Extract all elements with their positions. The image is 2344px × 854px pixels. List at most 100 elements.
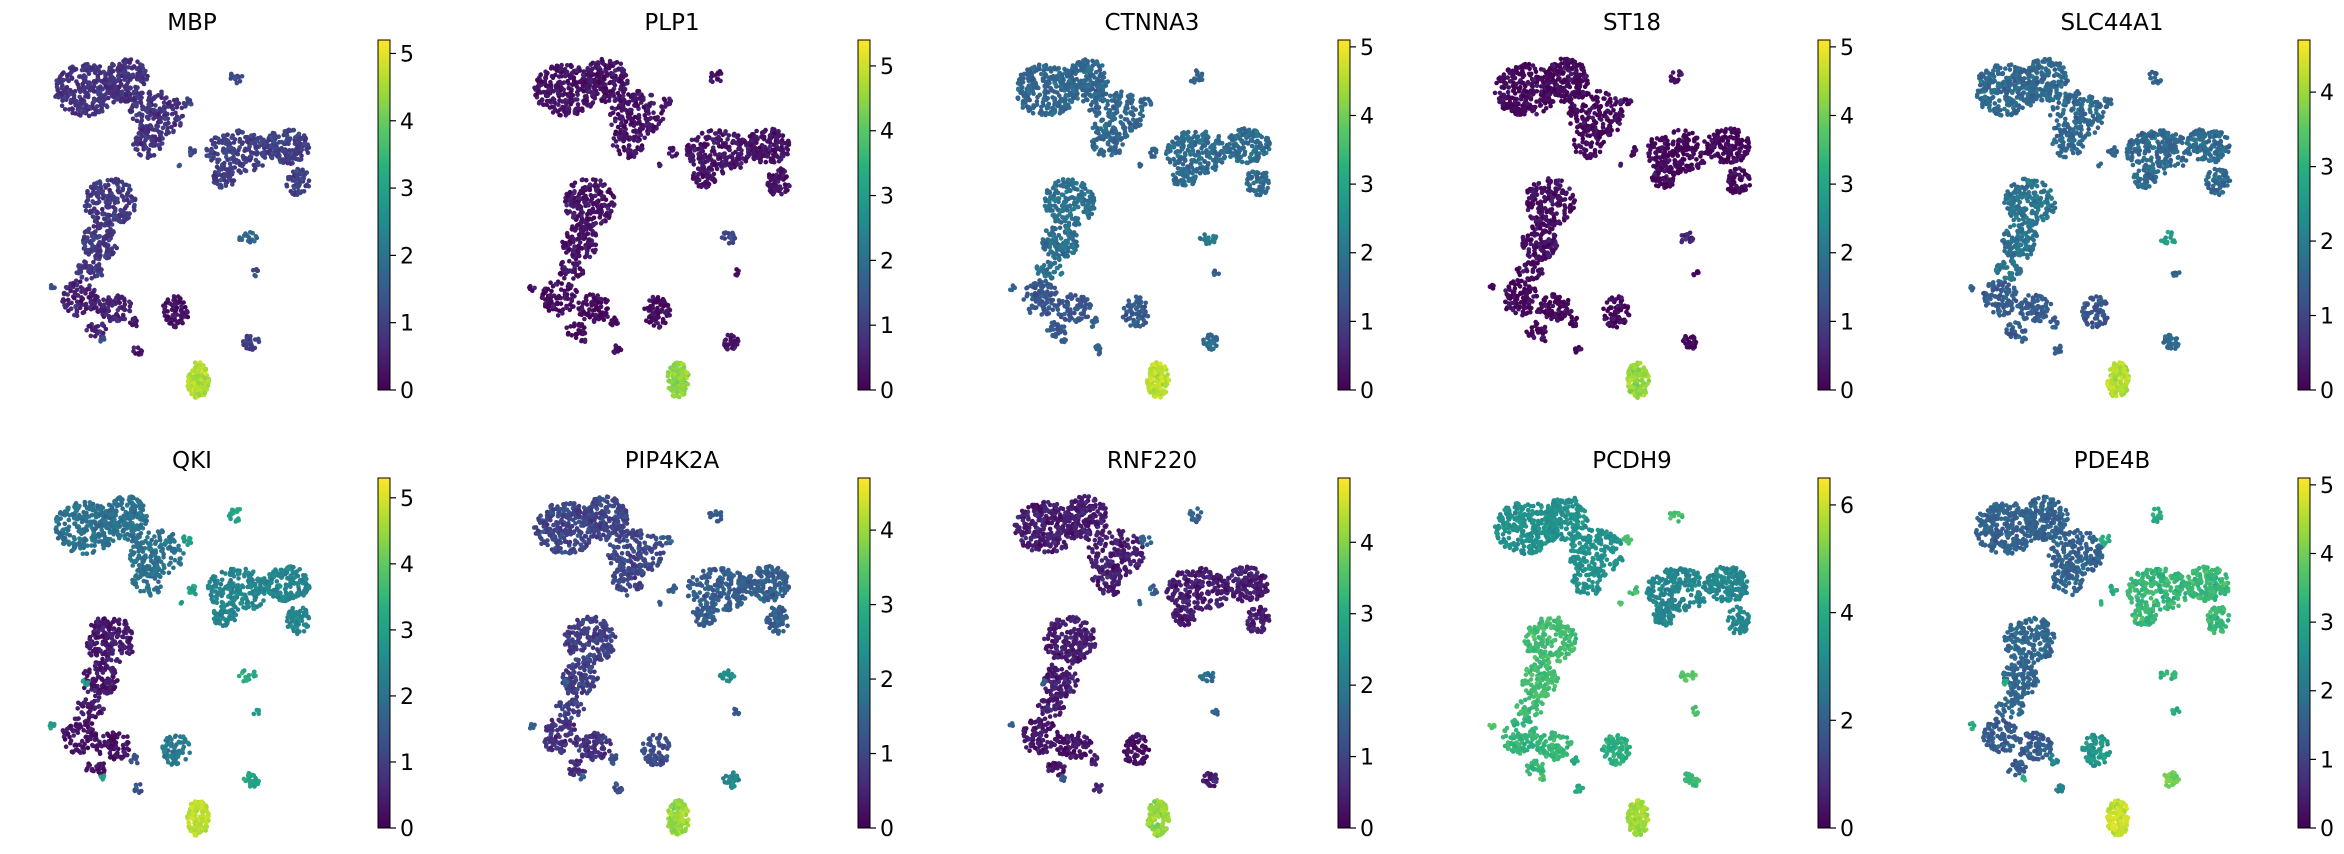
cell-point <box>770 192 776 197</box>
cell-point <box>574 89 580 95</box>
cell-point <box>705 142 710 147</box>
cell-point <box>590 177 596 182</box>
cell-point <box>1203 129 1209 135</box>
cell-point <box>1092 91 1098 97</box>
cell-point <box>657 163 662 169</box>
cell-point <box>108 65 114 71</box>
cell-point <box>94 245 99 250</box>
panel-grid: MBP012345PLP1012345CTNNA3012345ST1801234… <box>47 10 2334 842</box>
cell-point <box>1195 134 1201 139</box>
cell-point <box>86 113 92 119</box>
cell-point <box>272 139 277 145</box>
cell-point <box>1032 69 1037 74</box>
cell-point <box>609 122 614 128</box>
cell-point <box>610 71 616 77</box>
cell-point <box>584 302 590 307</box>
colorbar-tick-label: 3 <box>880 185 894 210</box>
cell-point <box>174 97 180 102</box>
cell-point <box>615 124 621 130</box>
cell-point <box>527 286 533 292</box>
cell-point <box>754 128 759 134</box>
cell-point <box>277 157 283 163</box>
cell-point <box>84 199 89 204</box>
cell-point <box>732 235 738 241</box>
cell-point <box>632 103 637 108</box>
cell-point <box>94 104 100 109</box>
cell-point <box>569 88 574 94</box>
cell-point <box>1102 80 1108 85</box>
cell-point <box>1030 76 1035 82</box>
cell-point <box>1236 155 1242 161</box>
cell-point <box>68 87 73 93</box>
cell-point <box>662 97 668 103</box>
cell-point <box>1118 92 1124 98</box>
cell-point <box>538 72 543 78</box>
cell-point <box>591 215 597 221</box>
cell-point <box>618 87 623 92</box>
cell-point <box>587 182 593 187</box>
cell-point <box>234 128 240 134</box>
cell-point <box>255 336 261 342</box>
cell-point <box>1167 159 1173 165</box>
cell-point <box>683 370 689 376</box>
cell-point <box>93 110 98 115</box>
cell-point <box>1100 85 1106 91</box>
cell-point <box>169 124 174 130</box>
cell-point <box>1053 77 1058 82</box>
cell-point <box>240 140 245 145</box>
cell-point <box>708 128 714 133</box>
cell-point <box>1043 71 1048 77</box>
cell-point <box>619 114 624 119</box>
cell-point <box>1067 91 1072 97</box>
cell-point <box>230 182 235 187</box>
cell-point <box>103 73 108 78</box>
cell-point <box>151 111 157 117</box>
cell-point <box>710 137 716 142</box>
cell-point <box>660 116 666 122</box>
cell-point <box>683 386 688 391</box>
cell-point <box>1027 73 1033 78</box>
cell-point <box>566 281 572 287</box>
cell-point <box>225 132 230 137</box>
cell-point <box>102 307 108 313</box>
cell-point <box>141 81 147 87</box>
cell-point <box>79 99 84 104</box>
cell-point <box>176 101 182 106</box>
cell-point <box>599 193 605 199</box>
cell-point <box>135 59 140 64</box>
cell-point <box>1237 136 1243 141</box>
cell-point <box>777 184 783 189</box>
cell-point <box>127 304 133 309</box>
cell-point <box>558 80 563 86</box>
cell-point <box>1123 105 1129 110</box>
cell-point <box>230 178 236 183</box>
cell-point <box>650 310 655 315</box>
cell-point <box>710 145 716 150</box>
cell-point <box>161 100 167 105</box>
cell-point <box>128 187 133 192</box>
cell-point <box>268 148 273 154</box>
cell-point <box>768 184 773 189</box>
cell-point <box>76 112 81 117</box>
cell-point <box>106 95 111 101</box>
cell-point <box>91 98 97 104</box>
colorbar-tick-label: 1 <box>880 314 894 339</box>
cell-point <box>108 74 113 79</box>
cell-point <box>622 132 628 137</box>
cell-point <box>132 102 137 107</box>
cell-point <box>288 161 294 167</box>
cell-point <box>580 331 586 337</box>
cell-point <box>243 168 249 174</box>
cell-point <box>169 111 175 117</box>
cell-point <box>700 147 705 153</box>
cell-point <box>1129 111 1134 117</box>
cell-point <box>138 90 144 96</box>
cell-point <box>105 228 110 234</box>
cell-point <box>86 295 92 300</box>
cell-point <box>1212 149 1218 155</box>
cell-point <box>587 292 593 297</box>
cell-point <box>576 106 581 111</box>
cell-point <box>716 137 721 143</box>
cell-point <box>100 189 106 194</box>
